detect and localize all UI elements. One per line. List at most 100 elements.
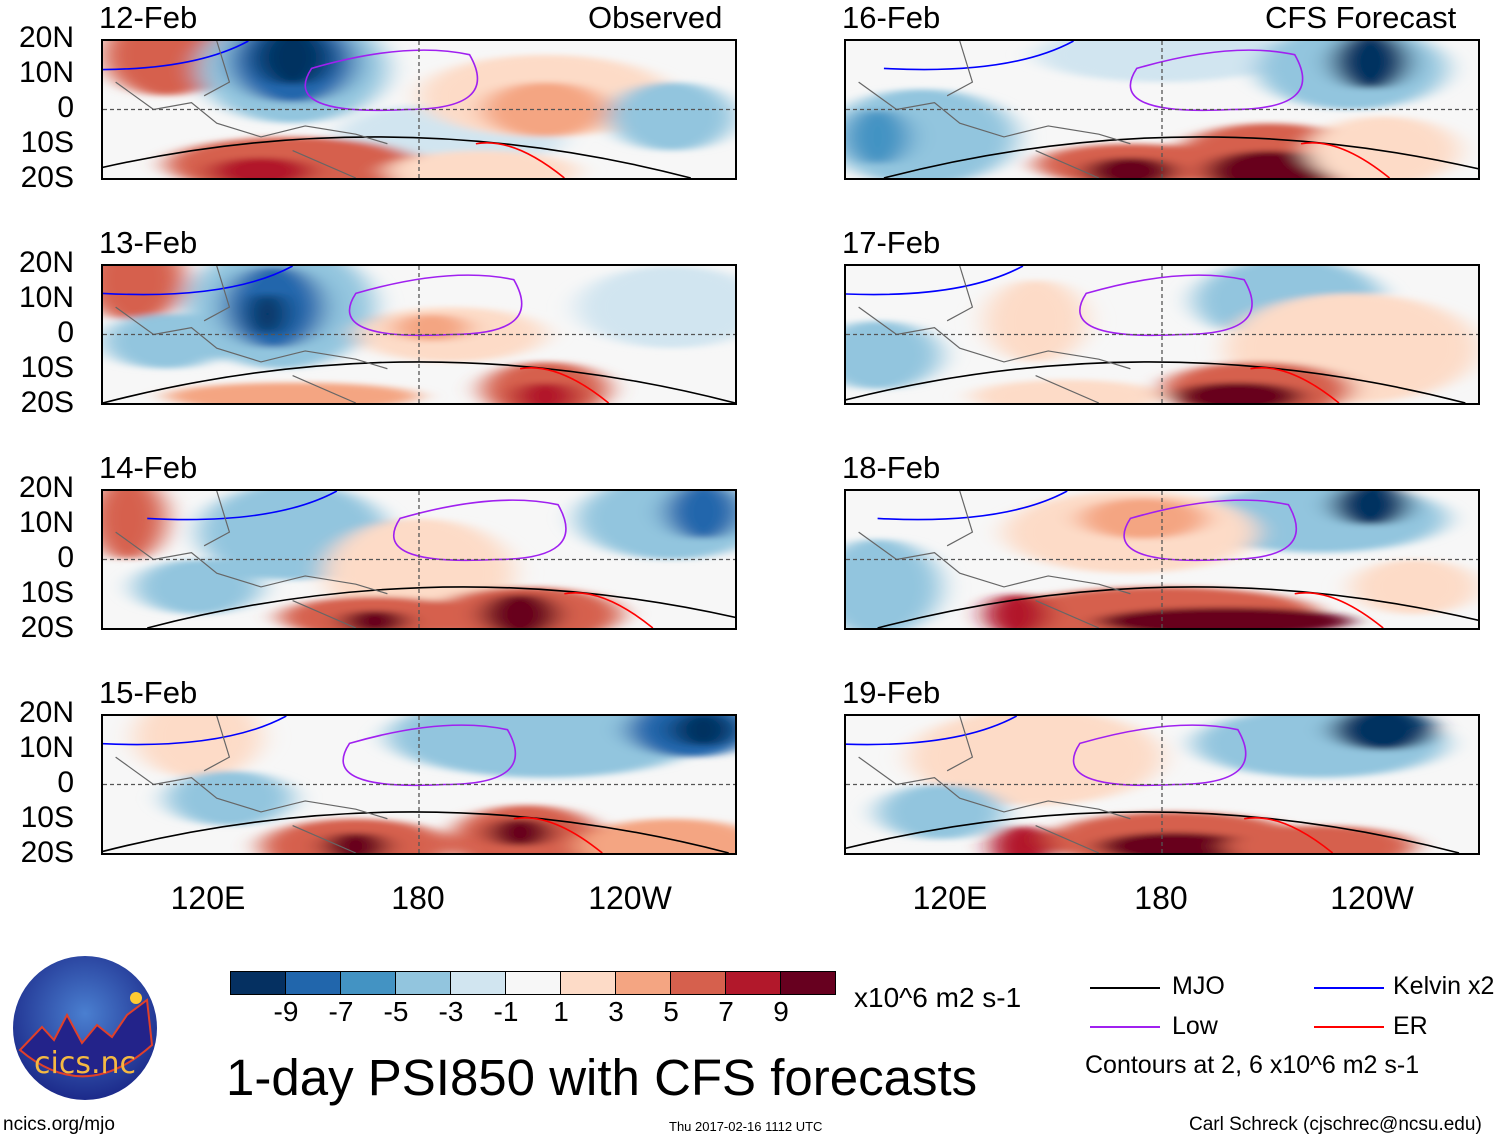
lat-label: 10S: [20, 126, 74, 159]
anomaly-region: [488, 818, 552, 847]
anomaly-region: [1086, 157, 1175, 178]
cfs-forecast-label: CFS Forecast: [1265, 0, 1457, 35]
lon-label: 120E: [912, 880, 988, 916]
anomaly-region: [1332, 716, 1434, 751]
lon-label: 120W: [1330, 880, 1414, 916]
url-link[interactable]: ncics.org/mjo: [3, 1114, 115, 1135]
map-panel: [101, 714, 737, 855]
lat-label: 20S: [20, 386, 74, 419]
contour-line: [878, 491, 1068, 520]
panel-date: 16-Feb: [842, 0, 941, 35]
contour-line: [846, 812, 1459, 853]
colorbar: [230, 971, 836, 995]
colorbar-swatch: [396, 972, 451, 994]
colorbar-swatch: [781, 972, 835, 994]
anomaly-region: [103, 41, 230, 96]
contour-line: [103, 137, 691, 178]
lat-label: 10N: [18, 731, 74, 764]
map-panel: [844, 489, 1480, 630]
map-panel: [101, 264, 737, 405]
colorbar-label: 5: [663, 996, 679, 1027]
contour-line: [305, 50, 477, 110]
lat-label: 10S: [20, 576, 74, 609]
panel-date: 14-Feb: [99, 450, 198, 485]
map-panel: [844, 714, 1480, 855]
lat-label: 10S: [20, 801, 74, 834]
cics-logo[interactable]: cics.nc: [12, 955, 158, 1101]
colorbar-label: 3: [608, 996, 624, 1027]
anomaly-region: [577, 266, 735, 349]
anomaly-region: [1332, 491, 1409, 526]
colorbar-units: x10^6 m2 s-1: [854, 982, 1022, 1013]
contour-line: [846, 266, 1023, 295]
anomaly-region: [1174, 382, 1302, 403]
colorbar-swatch: [231, 972, 286, 994]
contour-line: [394, 500, 566, 560]
panel-date: 18-Feb: [842, 450, 941, 485]
lat-label: 20S: [20, 161, 74, 194]
contour-line: [476, 143, 564, 178]
contour-line: [147, 587, 735, 628]
anomaly-region: [482, 593, 559, 628]
contour-line: [1074, 725, 1246, 785]
anomaly-region: [991, 825, 1055, 853]
contour-line: [884, 137, 1478, 178]
lon-label: 120W: [588, 880, 672, 916]
contour-line: [1124, 500, 1296, 560]
contour-line: [520, 368, 608, 403]
colorbar-label: -5: [383, 996, 409, 1027]
colorbar-swatch: [616, 972, 671, 994]
contour-line: [103, 716, 286, 745]
map-panel: [844, 39, 1480, 180]
low-line-swatch: [1090, 1026, 1160, 1028]
anomaly-region: [387, 716, 704, 778]
anomaly-region: [1206, 150, 1333, 178]
contour-line: [1080, 275, 1252, 335]
anomaly-region: [608, 82, 735, 151]
anomaly-region: [103, 266, 186, 321]
lat-label: 0: [57, 91, 74, 124]
lat-label: 10N: [18, 56, 74, 89]
legend-mjo: MJO: [1172, 972, 1225, 1000]
colorbar-swatch: [671, 972, 726, 994]
lon-label: 120E: [170, 880, 246, 916]
lat-label: 10N: [18, 281, 74, 314]
anomaly-region: [393, 313, 470, 342]
timestamp: Thu 2017-02-16 1112 UTC: [669, 1119, 823, 1134]
figure-title: 1-day PSI850 with CFS forecasts: [226, 1049, 978, 1106]
colorbar-swatch: [286, 972, 341, 994]
lon-label: 180: [1134, 880, 1188, 916]
lat-label: 10N: [18, 506, 74, 539]
lat-label: 20S: [20, 836, 74, 869]
anomaly-region: [343, 610, 407, 628]
legend-kelvin: Kelvin x2: [1393, 972, 1495, 1000]
anomaly-region: [513, 382, 577, 403]
anomaly-region: [985, 279, 1087, 362]
anomaly-region: [103, 313, 230, 369]
coastline: [116, 41, 388, 178]
contour-line: [103, 266, 293, 295]
contour-line: [878, 587, 1478, 628]
lat-label: 0: [57, 541, 74, 574]
map-panel: [101, 489, 737, 630]
anomaly-region: [1098, 832, 1251, 853]
colorbar-swatch: [506, 972, 561, 994]
anomaly-region: [665, 491, 735, 539]
contour-line: [564, 593, 652, 628]
colorbar-swatch: [341, 972, 396, 994]
anomaly-region: [846, 109, 910, 165]
mjo-line-swatch: [1090, 987, 1160, 989]
contour-line: [1130, 50, 1302, 110]
panel-date: 15-Feb: [99, 675, 198, 710]
anomaly-region: [846, 538, 941, 628]
contour-line: [103, 362, 735, 403]
coastline: [859, 266, 1131, 403]
anomaly-region: [1307, 116, 1460, 178]
coastline: [116, 491, 388, 628]
anomaly-region: [1351, 559, 1478, 615]
kelvin-line-swatch: [1314, 987, 1384, 989]
contour-line: [103, 41, 248, 70]
anomaly-region: [972, 379, 1162, 403]
contour-line: [846, 362, 1465, 403]
contour-line: [1244, 818, 1332, 853]
